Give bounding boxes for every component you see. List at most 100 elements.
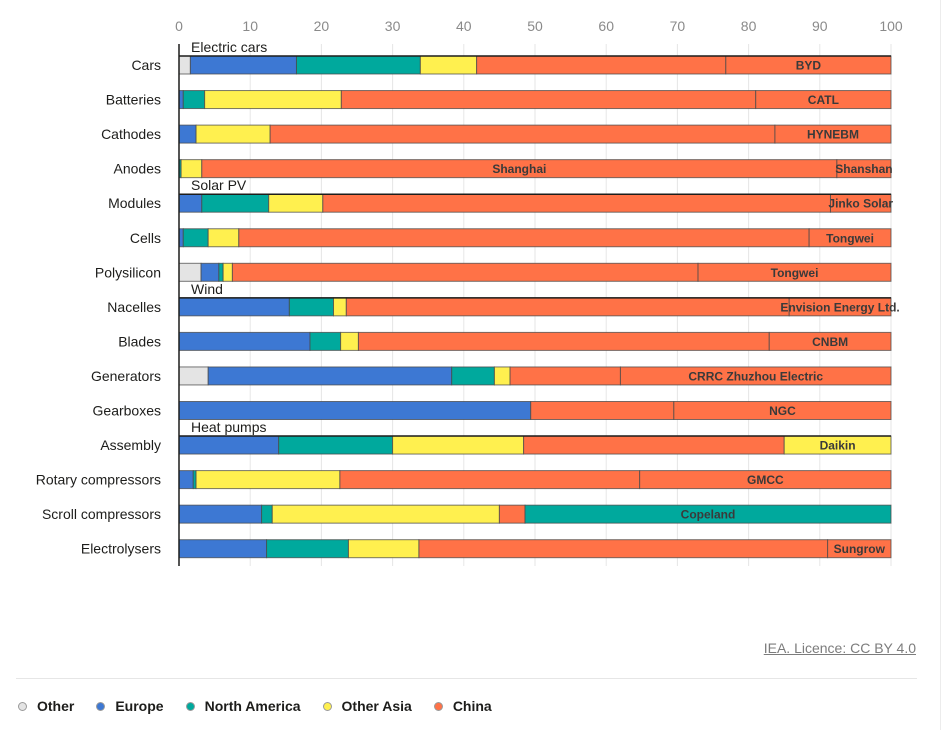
company-label: GMCC xyxy=(747,473,784,487)
bar-segment-europe[interactable] xyxy=(178,401,532,420)
bar-segment-china[interactable] xyxy=(808,228,892,248)
bar-segment-china[interactable] xyxy=(619,366,892,386)
bar-segment-china[interactable] xyxy=(345,297,790,317)
category-label: Scroll compressors xyxy=(42,506,161,522)
company-label: CNBM xyxy=(812,335,848,349)
bar-segment-north-america[interactable] xyxy=(266,539,349,559)
bar-segment-other[interactable] xyxy=(178,262,202,282)
bar-segment-other-asia[interactable] xyxy=(222,262,233,282)
bar-segment-china[interactable] xyxy=(697,262,892,282)
bar-segment-other-asia[interactable] xyxy=(333,297,347,317)
bar-segment-europe[interactable] xyxy=(178,504,263,524)
bar-segment-north-america[interactable] xyxy=(295,55,421,75)
bar-segment-europe[interactable] xyxy=(178,331,311,351)
bar-segment-europe[interactable] xyxy=(207,366,453,386)
bar-segment-china[interactable] xyxy=(322,193,831,213)
bar-segment-europe[interactable] xyxy=(178,470,194,490)
company-label: Daikin xyxy=(820,439,856,453)
bar-segment-other-asia[interactable] xyxy=(340,331,359,351)
legend-item-europe[interactable]: Europe xyxy=(96,698,164,714)
bar-segment-china[interactable] xyxy=(768,331,892,351)
bar-row: CRRC Zhuzhou Electric xyxy=(178,366,892,386)
bar-segment-north-america[interactable] xyxy=(201,193,270,213)
bar-segment-china[interactable] xyxy=(339,470,641,490)
bar-segment-north-america[interactable] xyxy=(261,504,273,524)
bar-segment-china[interactable] xyxy=(673,401,892,420)
legend-item-other[interactable]: Other xyxy=(18,698,74,714)
bar-segment-china[interactable] xyxy=(523,435,785,455)
x-tick-label: 20 xyxy=(314,18,330,34)
bar-segment-china[interactable] xyxy=(639,470,892,490)
bar-segment-china[interactable] xyxy=(238,228,810,248)
bar-segment-other-asia[interactable] xyxy=(271,504,500,524)
bar-segment-europe[interactable] xyxy=(200,262,220,282)
bar-segment-other-asia[interactable] xyxy=(419,55,478,75)
bar-segment-other[interactable] xyxy=(178,55,191,75)
category-label: Assembly xyxy=(100,437,161,453)
bar-segment-china[interactable] xyxy=(476,55,727,75)
bar-segment-europe[interactable] xyxy=(178,539,268,559)
bar-segment-other-asia[interactable] xyxy=(195,470,341,490)
stacked-bar-chart: 0 10 20 30 40 50 60 70 80 90 100 BYD CATL HYNEBM Shan… xyxy=(36,18,903,566)
bar-row: NGC xyxy=(178,401,892,420)
legend: Other Europe North America Other Asia Ch… xyxy=(18,698,514,714)
bar-segment-europe[interactable] xyxy=(178,297,290,317)
bar-segment-china[interactable] xyxy=(357,331,770,351)
bar-segment-other-asia[interactable] xyxy=(180,159,203,179)
bar-segment-north-america[interactable] xyxy=(309,331,342,351)
category-label: Batteries xyxy=(106,92,161,108)
bar-segment-china[interactable] xyxy=(774,124,892,144)
group-label: Electric cars xyxy=(191,39,267,55)
bar-segment-north-america[interactable] xyxy=(451,366,495,386)
bar-segment-china[interactable] xyxy=(509,366,621,386)
bar-segment-europe[interactable] xyxy=(178,193,203,213)
bar-segment-china[interactable] xyxy=(269,124,776,144)
category-label: Generators xyxy=(91,368,161,384)
source-licence-link[interactable]: IEA. Licence: CC BY 4.0 xyxy=(763,640,916,656)
x-tick-label: 60 xyxy=(598,18,614,34)
x-tick-label: 80 xyxy=(741,18,757,34)
bar-segment-other-asia[interactable] xyxy=(204,90,342,110)
bar-segment-europe[interactable] xyxy=(189,55,297,75)
bar-segment-north-america[interactable] xyxy=(524,504,892,524)
bar-segment-china[interactable] xyxy=(827,539,892,559)
x-tick-label: 100 xyxy=(879,18,903,34)
bar-segment-other-asia[interactable] xyxy=(347,539,420,559)
legend-item-china[interactable]: China xyxy=(433,698,492,714)
category-label: Nacelles xyxy=(107,299,161,315)
bar-segment-north-america[interactable] xyxy=(278,435,394,455)
bar-segment-other-asia[interactable] xyxy=(392,435,525,455)
bar-row: Tongwei xyxy=(178,228,892,248)
bar-segment-north-america[interactable] xyxy=(218,262,224,282)
bar-segment-china[interactable] xyxy=(836,159,892,179)
bar-segment-north-america[interactable] xyxy=(182,90,206,110)
bar-segment-china[interactable] xyxy=(755,90,892,110)
x-tick-label: 0 xyxy=(175,18,183,34)
bar-segment-china[interactable] xyxy=(340,90,757,110)
bar-segment-other-asia[interactable] xyxy=(207,228,240,248)
bar-row: HYNEBM xyxy=(178,124,892,144)
bar-segment-other-asia[interactable] xyxy=(493,366,511,386)
category-label: Cells xyxy=(130,230,161,246)
bar-segment-europe[interactable] xyxy=(178,124,197,144)
x-tick-label: 50 xyxy=(527,18,543,34)
bar-segment-other[interactable] xyxy=(178,366,209,386)
bar-segment-europe[interactable] xyxy=(178,435,280,455)
bar-segment-north-america[interactable] xyxy=(288,297,335,317)
bar-segment-china[interactable] xyxy=(231,262,699,282)
legend-item-north-america[interactable]: North America xyxy=(185,698,301,714)
bar-segment-other-asia[interactable] xyxy=(268,193,324,213)
legend-item-other-asia[interactable]: Other Asia xyxy=(322,698,412,714)
company-label: Shanshan xyxy=(835,162,892,176)
bar-segment-other-asia[interactable] xyxy=(195,124,271,144)
bar-segment-north-america[interactable] xyxy=(182,228,209,248)
bar-row: Envision Energy Ltd. xyxy=(178,297,900,317)
category-label: Gearboxes xyxy=(93,403,161,419)
company-label: Sungrow xyxy=(834,542,886,556)
bar-segment-china[interactable] xyxy=(530,401,675,420)
company-label: Shanghai xyxy=(492,162,546,176)
category-label: Polysilicon xyxy=(95,264,161,280)
bar-segment-china[interactable] xyxy=(418,539,829,559)
bar-row: Jinko Solar xyxy=(178,193,893,213)
bar-segment-china[interactable] xyxy=(498,504,526,524)
